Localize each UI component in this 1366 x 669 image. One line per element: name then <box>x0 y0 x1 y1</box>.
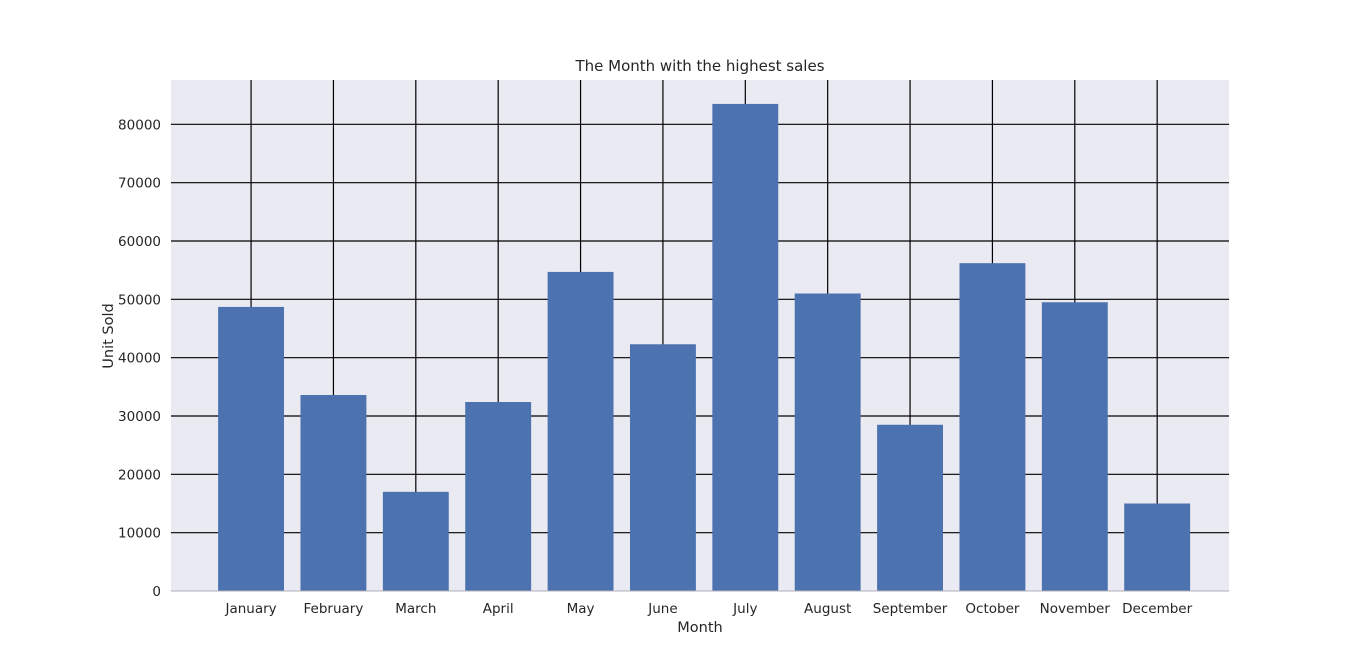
y-tick-label: 0 <box>152 584 161 600</box>
y-tick-label: 20000 <box>118 467 161 483</box>
x-tick-label: September <box>873 601 948 617</box>
bar-august <box>794 293 861 591</box>
y-tick-label: 80000 <box>118 117 161 133</box>
y-tick-label: 70000 <box>118 176 161 192</box>
bar-december <box>1124 503 1191 591</box>
bar-february <box>300 395 367 591</box>
bars <box>218 103 1191 592</box>
x-axis-label: Month <box>677 620 722 636</box>
x-tick-label: June <box>647 601 677 617</box>
y-tick-label: 40000 <box>118 351 161 367</box>
y-tick-label: 50000 <box>118 292 161 308</box>
bar-may <box>547 271 614 591</box>
y-tick-label: 30000 <box>118 409 161 425</box>
y-tick-label: 60000 <box>118 234 161 250</box>
bar-april <box>465 402 532 591</box>
bar-july <box>712 103 779 592</box>
x-tick-label: March <box>395 601 436 617</box>
bar-october <box>959 263 1026 591</box>
x-tick-label: February <box>304 601 364 617</box>
bar-march <box>382 491 449 591</box>
x-tick-label: April <box>483 601 514 617</box>
x-tick-label: July <box>732 601 757 617</box>
x-tick-label: January <box>224 601 276 617</box>
x-axis-ticks: January February March April May June July Augu… <box>224 601 1192 617</box>
x-tick-label: December <box>1122 601 1192 617</box>
x-tick-label: August <box>804 601 851 617</box>
y-axis-label: Unit Sold <box>101 303 117 368</box>
chart-title: The Month with the highest sales <box>574 57 824 75</box>
bar-january <box>218 306 285 591</box>
bar-june <box>629 344 696 591</box>
y-tick-label: 10000 <box>118 526 161 542</box>
bar-september <box>877 424 944 591</box>
x-tick-label: October <box>965 601 1019 617</box>
x-tick-label: November <box>1040 601 1111 617</box>
y-axis-ticks: 0 10000 20000 30000 40000 50000 60000 70000 8000… <box>118 117 161 600</box>
bar-november <box>1041 302 1108 591</box>
x-tick-label: May <box>567 601 595 617</box>
